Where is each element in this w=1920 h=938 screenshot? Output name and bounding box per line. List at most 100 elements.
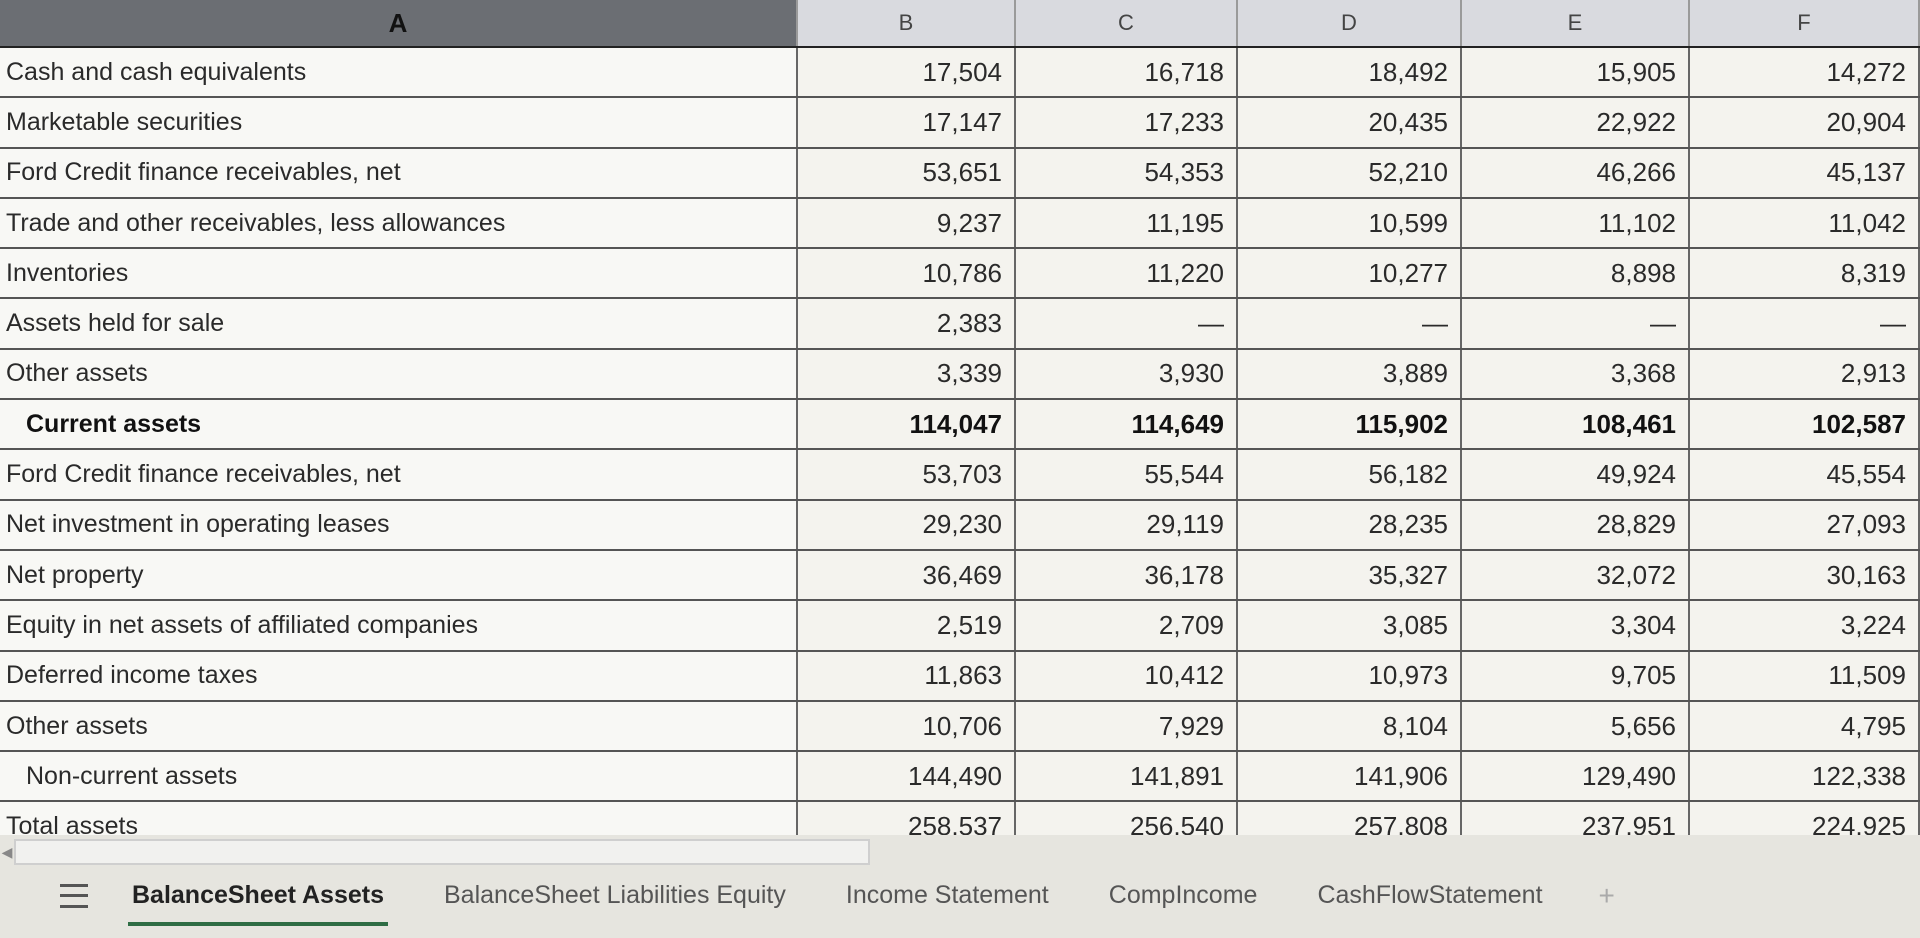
value-cell[interactable]: 141,906: [1238, 752, 1462, 801]
row-label-cell[interactable]: Other assets: [0, 701, 798, 751]
column-header-c[interactable]: C: [1016, 0, 1238, 46]
value-cell[interactable]: 114,649: [1016, 400, 1238, 449]
value-cell[interactable]: 45,137: [1690, 148, 1920, 197]
value-cell[interactable]: 46,266: [1462, 148, 1690, 197]
row-label-cell[interactable]: Deferred income taxes: [0, 651, 798, 700]
value-cell[interactable]: 11,042: [1690, 198, 1920, 248]
value-cell[interactable]: 28,235: [1238, 500, 1462, 549]
row-label-cell[interactable]: Equity in net assets of affiliated compa…: [0, 601, 798, 650]
value-cell[interactable]: 11,195: [1016, 198, 1238, 248]
value-cell[interactable]: 29,119: [1016, 500, 1238, 549]
value-cell[interactable]: 129,490: [1462, 752, 1690, 801]
row-label-cell[interactable]: Current assets: [0, 400, 798, 449]
row-label-cell[interactable]: Inventories: [0, 249, 798, 298]
value-cell[interactable]: 53,703: [798, 450, 1016, 499]
value-cell[interactable]: 3,930: [1016, 349, 1238, 399]
value-cell[interactable]: 10,599: [1238, 198, 1462, 248]
row-label-cell[interactable]: Assets held for sale: [0, 299, 798, 348]
value-cell[interactable]: 2,383: [798, 299, 1016, 348]
value-cell[interactable]: 10,973: [1238, 651, 1462, 700]
value-cell[interactable]: —: [1016, 299, 1238, 348]
value-cell[interactable]: 4,795: [1690, 701, 1920, 751]
value-cell[interactable]: 32,072: [1462, 550, 1690, 600]
row-label-cell[interactable]: Net property: [0, 550, 798, 600]
value-cell[interactable]: 36,178: [1016, 550, 1238, 600]
value-cell[interactable]: 36,469: [798, 550, 1016, 600]
column-header-a[interactable]: A: [0, 0, 798, 46]
value-cell[interactable]: 17,233: [1016, 98, 1238, 147]
value-cell[interactable]: 9,705: [1462, 651, 1690, 700]
value-cell[interactable]: 52,210: [1238, 148, 1462, 197]
value-cell[interactable]: 56,182: [1238, 450, 1462, 499]
sheet-tab[interactable]: BalanceSheet Assets: [128, 875, 388, 926]
sheet-tab[interactable]: BalanceSheet Liabilities Equity: [443, 881, 786, 909]
value-cell[interactable]: 3,085: [1238, 601, 1462, 650]
value-cell[interactable]: 17,147: [798, 98, 1016, 147]
column-header-d[interactable]: D: [1238, 0, 1462, 46]
value-cell[interactable]: 102,587: [1690, 400, 1920, 449]
sheet-tab[interactable]: Income Statement: [845, 881, 1049, 909]
value-cell[interactable]: 54,353: [1016, 148, 1238, 197]
row-label-cell[interactable]: Net investment in operating leases: [0, 500, 798, 549]
value-cell[interactable]: 122,338: [1690, 752, 1920, 801]
value-cell[interactable]: 7,929: [1016, 701, 1238, 751]
scroll-left-icon[interactable]: ◀: [1, 843, 13, 860]
column-header-b[interactable]: B: [798, 0, 1016, 46]
value-cell[interactable]: 9,237: [798, 198, 1016, 248]
value-cell[interactable]: 17,504: [798, 48, 1016, 97]
horizontal-scrollbar[interactable]: [14, 839, 870, 865]
value-cell[interactable]: 8,898: [1462, 249, 1690, 298]
value-cell[interactable]: 3,304: [1462, 601, 1690, 650]
value-cell[interactable]: 20,904: [1690, 98, 1920, 147]
value-cell[interactable]: 115,902: [1238, 400, 1462, 449]
row-label-cell[interactable]: Other assets: [0, 349, 798, 399]
value-cell[interactable]: 30,163: [1690, 550, 1920, 600]
add-sheet-button[interactable]: +: [1598, 879, 1615, 911]
row-label-cell[interactable]: Trade and other receivables, less allowa…: [0, 198, 798, 248]
row-label-cell[interactable]: Non-current assets: [0, 752, 798, 801]
value-cell[interactable]: 11,863: [798, 651, 1016, 700]
value-cell[interactable]: 114,047: [798, 400, 1016, 449]
value-cell[interactable]: 10,706: [798, 701, 1016, 751]
value-cell[interactable]: 20,435: [1238, 98, 1462, 147]
value-cell[interactable]: 108,461: [1462, 400, 1690, 449]
value-cell[interactable]: 3,889: [1238, 349, 1462, 399]
value-cell[interactable]: 45,554: [1690, 450, 1920, 499]
row-label-cell[interactable]: Marketable securities: [0, 98, 798, 147]
sheet-tab[interactable]: CashFlowStatement: [1317, 881, 1543, 909]
value-cell[interactable]: 55,544: [1016, 450, 1238, 499]
value-cell[interactable]: 5,656: [1462, 701, 1690, 751]
value-cell[interactable]: 2,709: [1016, 601, 1238, 650]
value-cell[interactable]: 28,829: [1462, 500, 1690, 549]
value-cell[interactable]: 53,651: [798, 148, 1016, 197]
value-cell[interactable]: 3,224: [1690, 601, 1920, 650]
row-label-cell[interactable]: Cash and cash equivalents: [0, 48, 798, 97]
value-cell[interactable]: 22,922: [1462, 98, 1690, 147]
value-cell[interactable]: 8,319: [1690, 249, 1920, 298]
value-cell[interactable]: 141,891: [1016, 752, 1238, 801]
value-cell[interactable]: 35,327: [1238, 550, 1462, 600]
value-cell[interactable]: 11,220: [1016, 249, 1238, 298]
value-cell[interactable]: 16,718: [1016, 48, 1238, 97]
value-cell[interactable]: 8,104: [1238, 701, 1462, 751]
value-cell[interactable]: 49,924: [1462, 450, 1690, 499]
value-cell[interactable]: 11,509: [1690, 651, 1920, 700]
column-header-e[interactable]: E: [1462, 0, 1690, 46]
all-sheets-menu-icon[interactable]: [60, 883, 88, 908]
row-label-cell[interactable]: Ford Credit finance receivables, net: [0, 450, 798, 499]
value-cell[interactable]: 2,519: [798, 601, 1016, 650]
value-cell[interactable]: —: [1462, 299, 1690, 348]
value-cell[interactable]: 144,490: [798, 752, 1016, 801]
column-header-f[interactable]: F: [1690, 0, 1920, 46]
value-cell[interactable]: 3,339: [798, 349, 1016, 399]
value-cell[interactable]: 14,272: [1690, 48, 1920, 97]
row-label-cell[interactable]: Ford Credit finance receivables, net: [0, 148, 798, 197]
value-cell[interactable]: 11,102: [1462, 198, 1690, 248]
value-cell[interactable]: 10,277: [1238, 249, 1462, 298]
value-cell[interactable]: 15,905: [1462, 48, 1690, 97]
sheet-tab[interactable]: CompIncome: [1108, 881, 1258, 909]
value-cell[interactable]: 10,786: [798, 249, 1016, 298]
value-cell[interactable]: 10,412: [1016, 651, 1238, 700]
value-cell[interactable]: 2,913: [1690, 349, 1920, 399]
value-cell[interactable]: —: [1238, 299, 1462, 348]
